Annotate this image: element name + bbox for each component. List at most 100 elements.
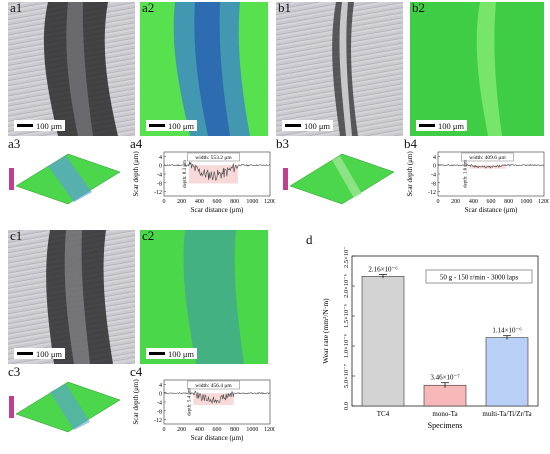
b2-eds-map: 100 μm — [410, 2, 544, 136]
x-tick-label: 1200 — [538, 199, 549, 205]
x-tick-label: 200 — [177, 427, 186, 433]
width-label-box — [187, 152, 240, 162]
panel-label-a1: a1 — [10, 0, 23, 15]
a2-eds-map: 100 μm — [140, 2, 268, 136]
b2-wear-track — [476, 2, 502, 136]
panel-label-a2: a2 — [142, 0, 155, 15]
y-tick-label: -4 — [157, 401, 162, 407]
a1-wear-track — [43, 2, 118, 136]
x-tick-label: 0 — [163, 427, 166, 433]
width-label-box — [461, 152, 514, 162]
color-scale — [9, 168, 14, 190]
y-tick-label: -12 — [428, 190, 436, 196]
c3-3d-topography — [9, 381, 121, 433]
depth-label: depth: 8.3 μm — [183, 160, 188, 188]
bar — [423, 384, 467, 407]
x-tick-label: 200 — [451, 199, 460, 205]
depth-label: depth: 1.6 μm — [463, 160, 468, 188]
c2-wear-track — [183, 230, 244, 364]
y-tick-label: -12 — [154, 190, 162, 196]
panel-label-c2: c2 — [142, 228, 155, 243]
scale-bar: 100 μm — [146, 120, 198, 131]
y-tick-label: -12 — [154, 418, 162, 424]
y-tick-label: 1.5×10⁻⁶ — [343, 304, 350, 328]
profile-line — [163, 161, 271, 181]
x-tick-label: mono-Ta — [432, 410, 458, 418]
x-tick-label: 600 — [213, 199, 222, 205]
y-tick-label: 4 — [159, 155, 162, 161]
panel-label-b2: b2 — [412, 0, 425, 15]
y-tick-label: 0.0 — [343, 402, 350, 410]
y-tick-label: 2.5×10⁻⁶ — [343, 246, 350, 268]
y-tick-label: 4 — [433, 155, 436, 161]
panel-label-c1: c1 — [10, 228, 23, 243]
color-scale — [9, 396, 14, 418]
x-axis-label: Specimens — [428, 421, 463, 430]
y-axis-label: Scar depth (μm) — [406, 151, 414, 197]
x-tick-label: TC4 — [377, 410, 390, 418]
b3-3d-topography — [283, 153, 395, 205]
panel-label-a3: a3 — [8, 136, 21, 151]
scale-bar: 100 μm — [14, 348, 66, 359]
x-tick-label: 400 — [195, 427, 204, 433]
x-tick-label: 1200 — [264, 427, 275, 433]
c1-wear-track — [46, 230, 113, 364]
y-tick-label: 2.0×10⁻⁶ — [343, 274, 350, 298]
x-tick-label: 0 — [437, 199, 440, 205]
scale-bar: 100 μm — [282, 120, 334, 131]
color-scale — [283, 168, 288, 190]
depth-label: depth: 5.4 μm — [187, 388, 192, 416]
profile-line — [437, 163, 545, 169]
width-label: width: 553.2 μm — [195, 155, 232, 161]
data-label: 2.16×10⁻⁶ — [368, 266, 398, 274]
data-label: 3.46×10⁻⁷ — [430, 374, 460, 382]
x-tick-label: 200 — [177, 199, 186, 205]
width-label-box — [187, 380, 240, 390]
bar — [361, 276, 405, 407]
y-tick-label: -4 — [431, 173, 436, 179]
x-tick-label: 1000 — [246, 427, 258, 433]
y-tick-label: 4 — [159, 383, 162, 389]
x-tick-label: 400 — [469, 199, 478, 205]
y-axis-label: Scar depth (μm) — [132, 379, 140, 425]
x-tick-label: 800 — [230, 427, 239, 433]
panel-label-b3: b3 — [276, 136, 289, 151]
y-tick-label: 5.0×10⁻⁷ — [343, 364, 350, 388]
annotation-text: 50 g - 150 r/min - 3000 laps — [440, 274, 519, 282]
panel-label-d: d — [306, 232, 313, 247]
bar — [485, 337, 529, 407]
x-axis-label: Scar distance (μm) — [191, 434, 244, 442]
x-axis-label: Scar distance (μm) — [191, 206, 244, 214]
wear-rate-bar-chart: 0.0 5.0×10⁻⁷ 1.0×10⁻⁶ 1.5×10⁻⁶ 2.0×10⁻⁶ 2.5×1… — [321, 246, 539, 430]
data-label: 1.14×10⁻⁶ — [492, 327, 522, 335]
y-tick-label: 0 — [159, 164, 162, 170]
x-tick-label: 1000 — [520, 199, 532, 205]
a1-micrograph: 100 μm — [8, 2, 135, 136]
y-axis-label: Scar depth (μm) — [132, 151, 140, 197]
b1-micrograph: 100 μm — [276, 2, 403, 136]
y-tick-label: -8 — [157, 409, 162, 415]
panel-label-a4: a4 — [130, 136, 143, 151]
scale-bar: 100 μm — [146, 348, 198, 359]
width-label: width: 456.4 μm — [195, 383, 232, 389]
scar-area — [193, 393, 234, 406]
panel-label-c4: c4 — [130, 364, 143, 379]
x-tick-label: 800 — [230, 199, 239, 205]
annotation-box — [425, 269, 533, 284]
x-tick-label: 1200 — [264, 199, 275, 205]
x-tick-label: 0 — [163, 199, 166, 205]
width-label: width: 409.6 μm — [469, 155, 506, 161]
y-tick-label: 1.0×10⁻⁶ — [343, 334, 350, 358]
y-tick-label: -8 — [431, 181, 436, 187]
y-tick-label: -8 — [157, 181, 162, 187]
y-tick-label: 0 — [159, 392, 162, 398]
c1-micrograph: 100 μm — [8, 230, 135, 364]
x-tick-label: 1000 — [246, 199, 258, 205]
b1-wear-track — [332, 2, 358, 136]
a3-3d-topography — [9, 153, 121, 205]
y-tick-label: -4 — [157, 173, 162, 179]
panel-label-c3: c3 — [8, 364, 21, 379]
